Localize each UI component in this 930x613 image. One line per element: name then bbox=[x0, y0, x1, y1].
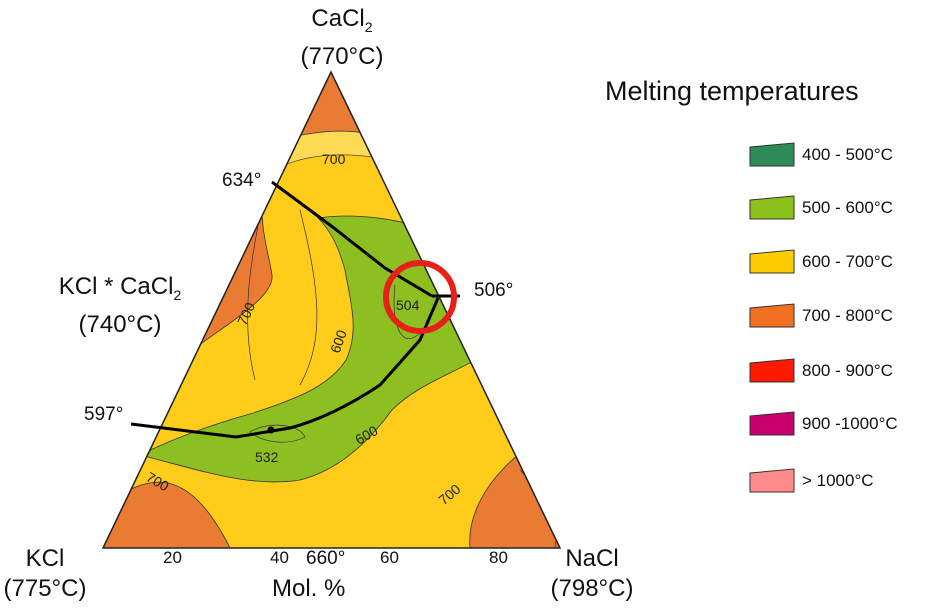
legend-label: 600 - 700°C bbox=[802, 252, 893, 271]
compound-sub: 2 bbox=[173, 286, 182, 303]
legend-label: > 1000°C bbox=[802, 471, 874, 490]
vertex-nacl-label: NaCl (798°C) bbox=[542, 544, 642, 604]
legend-label: 500 - 600°C bbox=[802, 198, 893, 217]
legend-title: Melting temperatures bbox=[605, 76, 859, 106]
axis-tick-40: 40 bbox=[270, 548, 289, 567]
boundary-504-down bbox=[235, 297, 440, 439]
triangle-outline bbox=[101, 70, 562, 549]
point-506-label: 506° bbox=[474, 280, 514, 301]
legend-label: 800 - 900°C bbox=[802, 361, 893, 380]
legend-swatch bbox=[749, 195, 795, 220]
legend-item: 400 - 500°C bbox=[748, 141, 893, 169]
vertex-kcl-label: KCl (775°C) bbox=[0, 544, 90, 604]
compound-name: KCl * CaCl bbox=[58, 273, 174, 300]
legend-label: 900 -1000°C bbox=[802, 414, 898, 433]
eutectic-504-label: 504 bbox=[396, 297, 420, 313]
legend-item: 800 - 900°C bbox=[748, 357, 893, 385]
vertex-kcl-temp: (775°C) bbox=[3, 575, 87, 602]
point-532-dot bbox=[267, 426, 275, 434]
legend-item: 900 -1000°C bbox=[748, 410, 898, 438]
axis-tick-60: 60 bbox=[380, 548, 399, 567]
contour-label-top700: 700 bbox=[322, 151, 346, 167]
legend-swatch bbox=[749, 411, 795, 436]
vertex-cacl2-temp: (770°C) bbox=[300, 42, 384, 70]
compound-label: KCl * CaCl2 (740°C) bbox=[40, 272, 200, 340]
legend-label: 700 - 800°C bbox=[802, 306, 893, 325]
legend-item: > 1000°C bbox=[748, 467, 874, 495]
eutectic-highlight-circle bbox=[383, 260, 457, 334]
boundary-634-504 bbox=[271, 180, 433, 298]
axis-label: Mol. % bbox=[272, 575, 346, 602]
compound-temp: (740°C) bbox=[78, 310, 162, 338]
axis-tick-20: 20 bbox=[163, 548, 182, 567]
boundary-597-532 bbox=[130, 422, 237, 439]
contour-label-mid600: 600 bbox=[327, 328, 350, 356]
point-597-label: 597° bbox=[84, 404, 124, 425]
legend-swatch bbox=[749, 358, 795, 383]
legend-swatch bbox=[749, 468, 795, 493]
vertex-cacl2-sub: 2 bbox=[364, 18, 373, 35]
vertex-nacl-name: NaCl bbox=[565, 545, 619, 572]
contour-line-2 bbox=[299, 209, 318, 386]
vertex-cacl2-name: CaCl bbox=[311, 5, 365, 32]
vertex-nacl-temp: (798°C) bbox=[550, 575, 634, 602]
point-634-label: 634° bbox=[222, 170, 262, 191]
region-top-orange bbox=[279, 72, 387, 141]
legend-swatch bbox=[749, 303, 795, 328]
legend-item: 700 - 800°C bbox=[748, 302, 893, 330]
legend-item: 500 - 600°C bbox=[748, 194, 893, 222]
legend-swatch bbox=[749, 142, 795, 167]
legend-swatch bbox=[749, 249, 795, 274]
vertex-kcl-name: KCl bbox=[25, 545, 65, 572]
point-660-label: 660° bbox=[306, 548, 346, 569]
vertex-cacl2-label: CaCl2 (770°C) bbox=[292, 4, 392, 72]
axis-tick-80: 80 bbox=[489, 548, 508, 567]
legend-item: 600 - 700°C bbox=[748, 248, 893, 276]
point-532-label: 532 bbox=[255, 449, 279, 465]
legend-label: 400 - 500°C bbox=[802, 145, 893, 164]
contour-line-4 bbox=[249, 424, 306, 443]
